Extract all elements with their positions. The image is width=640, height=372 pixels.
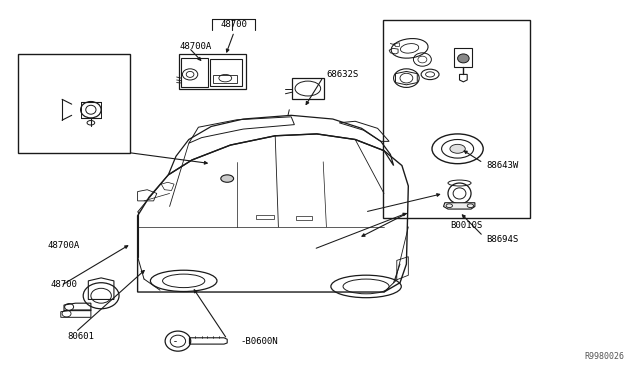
- Bar: [383, 20, 530, 218]
- Text: 80601: 80601: [68, 332, 95, 341]
- Bar: [296, 216, 312, 220]
- Text: 48700A: 48700A: [48, 241, 80, 250]
- Bar: [292, 78, 324, 99]
- Bar: [256, 215, 274, 219]
- Bar: [18, 54, 130, 153]
- Ellipse shape: [458, 54, 469, 63]
- Bar: [210, 59, 242, 86]
- Bar: [179, 54, 246, 89]
- Bar: [181, 58, 208, 87]
- Bar: [454, 48, 472, 67]
- Text: 88643W: 88643W: [486, 161, 518, 170]
- Text: 68632S: 68632S: [326, 70, 358, 79]
- Text: 48700A: 48700A: [179, 42, 211, 51]
- Text: 48700: 48700: [220, 20, 247, 29]
- Text: R9980026: R9980026: [584, 352, 624, 361]
- Polygon shape: [444, 203, 475, 209]
- Ellipse shape: [450, 144, 465, 153]
- Bar: [213, 75, 237, 83]
- Text: 48700: 48700: [51, 280, 77, 289]
- Text: B8694S: B8694S: [486, 235, 518, 244]
- Ellipse shape: [221, 175, 234, 182]
- Text: -B0600N: -B0600N: [240, 337, 278, 346]
- Text: B0010S: B0010S: [450, 221, 482, 230]
